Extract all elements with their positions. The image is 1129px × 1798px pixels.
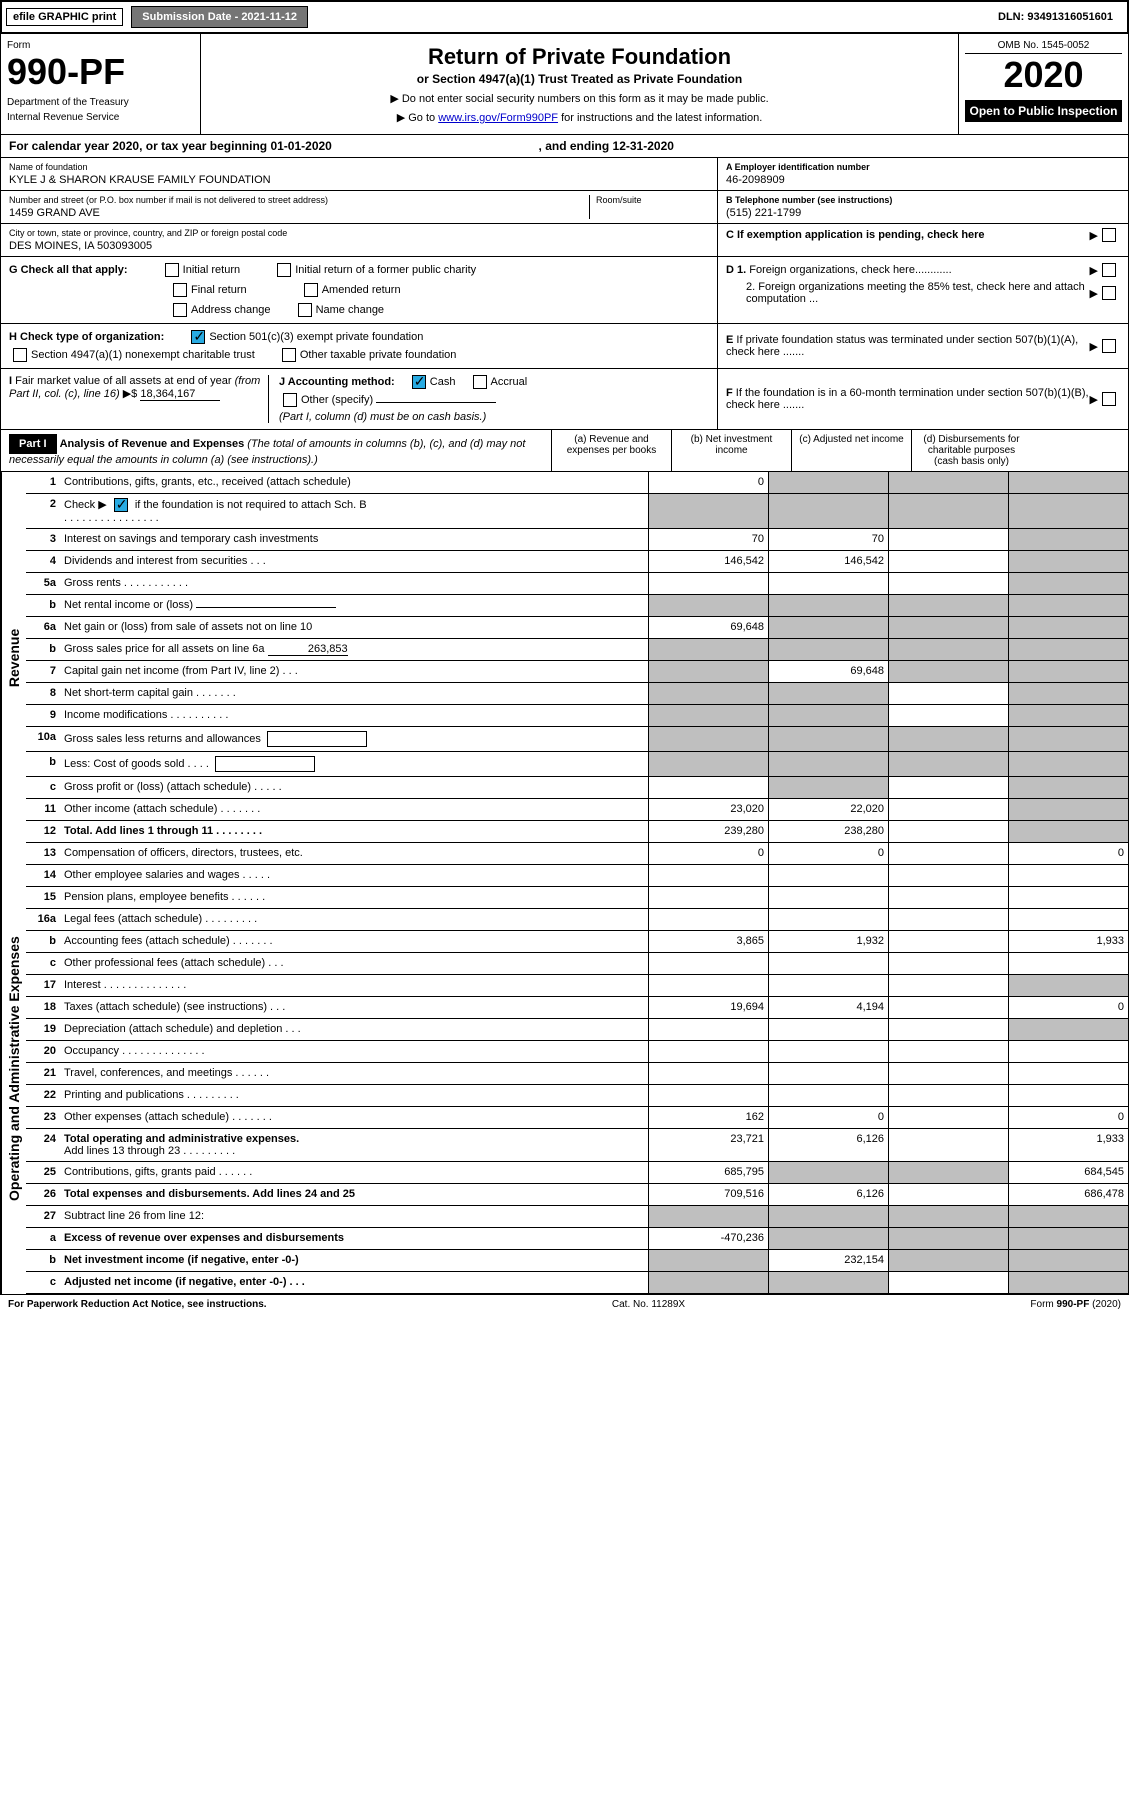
city-label: City or town, state or province, country… — [9, 228, 709, 238]
tel-label: B Telephone number (see instructions) — [726, 195, 1120, 205]
e-label: E E If private foundation status was ter… — [726, 334, 1090, 358]
city-value: DES MOINES, IA 503093005 — [9, 238, 709, 252]
form-ref: Form 990-PF (2020) — [1030, 1299, 1121, 1310]
j-other-checkbox[interactable] — [283, 393, 297, 407]
tel-value: (515) 221-1799 — [726, 205, 1120, 219]
d2-checkbox[interactable] — [1102, 286, 1116, 300]
paperwork-notice: For Paperwork Reduction Act Notice, see … — [8, 1299, 267, 1310]
h-501c3-label: Section 501(c)(3) exempt private foundat… — [209, 331, 423, 343]
h-other-label: Other taxable private foundation — [300, 349, 457, 361]
g-address-checkbox[interactable] — [173, 303, 187, 317]
open-to-public: Open to Public Inspection — [965, 100, 1122, 122]
form-title: Return of Private Foundation — [211, 44, 948, 70]
f-label: F If the foundation is in a 60-month ter… — [726, 387, 1090, 411]
part1-label: Part I — [9, 434, 57, 454]
i-label: I Fair market value of all assets at end… — [9, 375, 260, 400]
i-j-block: I Fair market value of all assets at end… — [0, 369, 1129, 430]
top-bar: efile GRAPHIC print Submission Date - 20… — [0, 0, 1129, 34]
h-label: H Check type of organization: — [9, 331, 164, 343]
g-amended-label: Amended return — [322, 284, 401, 296]
g-initial-former-label: Initial return of a former public charit… — [295, 264, 476, 276]
e-checkbox[interactable] — [1102, 339, 1116, 353]
h-4947-label: Section 4947(a)(1) nonexempt charitable … — [31, 349, 255, 361]
form-header: Form 990-PF Department of the Treasury I… — [0, 34, 1129, 135]
ein-label: A Employer identification number — [726, 162, 1120, 172]
g-label: G Check all that apply: — [9, 264, 128, 276]
j-label: J Accounting method: — [279, 376, 395, 388]
g-address-label: Address change — [191, 304, 271, 316]
submission-date: Submission Date - 2021-11-12 — [131, 6, 308, 28]
irs-label: Internal Revenue Service — [7, 112, 194, 123]
address-value: 1459 GRAND AVE — [9, 205, 589, 219]
g-amended-checkbox[interactable] — [304, 283, 318, 297]
g-name-label: Name change — [316, 304, 385, 316]
opex-side-label: Operating and Administrative Expenses — [1, 843, 26, 1294]
instructions-link-line: ▶ Go to www.irs.gov/Form990PF for instru… — [211, 111, 948, 124]
form-label: Form — [7, 40, 194, 51]
col-d-header: (d) Disbursements for charitable purpose… — [911, 430, 1031, 471]
i-value: 18,364,167 — [140, 388, 220, 401]
g-initial-label: Initial return — [183, 264, 240, 276]
d1-label: D 1. D 1. Foreign organizations, check h… — [726, 264, 1090, 276]
j-accrual-checkbox[interactable] — [473, 375, 487, 389]
j-note: (Part I, column (d) must be on cash basi… — [279, 411, 709, 423]
j-accrual-label: Accrual — [491, 376, 528, 388]
dept-treasury: Department of the Treasury — [7, 97, 194, 108]
g-final-label: Final return — [191, 284, 247, 296]
part1-title: Analysis of Revenue and Expenses — [60, 438, 245, 450]
identity-block: Name of foundation KYLE J & SHARON KRAUS… — [0, 158, 1129, 257]
h-block: H Check type of organization: Section 50… — [0, 324, 1129, 369]
calendar-year-line: For calendar year 2020, or tax year begi… — [0, 135, 1129, 158]
c-label: C If exemption application is pending, c… — [726, 229, 1090, 241]
h-4947-checkbox[interactable] — [13, 348, 27, 362]
j-other-label: Other (specify) — [301, 394, 373, 406]
ssn-warning: ▶ Do not enter social security numbers o… — [211, 92, 948, 105]
form-number: 990-PF — [7, 51, 194, 93]
opex-section: Operating and Administrative Expenses 13… — [0, 843, 1129, 1294]
d2-label: 2. Foreign organizations meeting the 85%… — [726, 281, 1090, 305]
arrow-icon: ▶ — [1090, 229, 1098, 242]
f-checkbox[interactable] — [1102, 392, 1116, 406]
col-c-header: (c) Adjusted net income — [791, 430, 911, 471]
col-a-header: (a) Revenue and expenses per books — [551, 430, 671, 471]
revenue-section: Revenue 1Contributions, gifts, grants, e… — [0, 472, 1129, 843]
sch-b-checkbox[interactable] — [114, 498, 128, 512]
j-cash-label: Cash — [430, 376, 456, 388]
h-501c3-checkbox[interactable] — [191, 330, 205, 344]
arrow-icon: ▶ — [1090, 393, 1098, 406]
g-name-checkbox[interactable] — [298, 303, 312, 317]
ein-value: 46-2098909 — [726, 172, 1120, 186]
c-checkbox[interactable] — [1102, 228, 1116, 242]
dln-value: DLN: 93491316051601 — [988, 7, 1123, 27]
arrow-icon: ▶ — [1090, 264, 1098, 277]
address-label: Number and street (or P.O. box number if… — [9, 195, 589, 205]
foundation-name: KYLE J & SHARON KRAUSE FAMILY FOUNDATION — [9, 172, 709, 186]
arrow-icon: ▶ — [1090, 287, 1098, 300]
page-footer: For Paperwork Reduction Act Notice, see … — [0, 1294, 1129, 1314]
cat-number: Cat. No. 11289X — [267, 1299, 1031, 1310]
g-h-block: G Check all that apply: Initial return I… — [0, 257, 1129, 324]
part1-header-row: Part I Analysis of Revenue and Expenses … — [0, 430, 1129, 472]
room-label: Room/suite — [596, 195, 709, 205]
h-other-checkbox[interactable] — [282, 348, 296, 362]
omb-number: OMB No. 1545-0052 — [965, 40, 1122, 54]
tax-year: 2020 — [965, 54, 1122, 96]
arrow-icon: ▶ — [1090, 340, 1098, 353]
g-initial-former-checkbox[interactable] — [277, 263, 291, 277]
j-cash-checkbox[interactable] — [412, 375, 426, 389]
g-initial-checkbox[interactable] — [165, 263, 179, 277]
revenue-side-label: Revenue — [1, 472, 26, 843]
instructions-link[interactable]: www.irs.gov/Form990PF — [438, 112, 558, 124]
name-label: Name of foundation — [9, 162, 709, 172]
g-final-checkbox[interactable] — [173, 283, 187, 297]
col-b-header: (b) Net investment income — [671, 430, 791, 471]
form-subtitle: or Section 4947(a)(1) Trust Treated as P… — [211, 72, 948, 86]
d1-checkbox[interactable] — [1102, 263, 1116, 277]
efile-print-button[interactable]: efile GRAPHIC print — [6, 8, 123, 26]
